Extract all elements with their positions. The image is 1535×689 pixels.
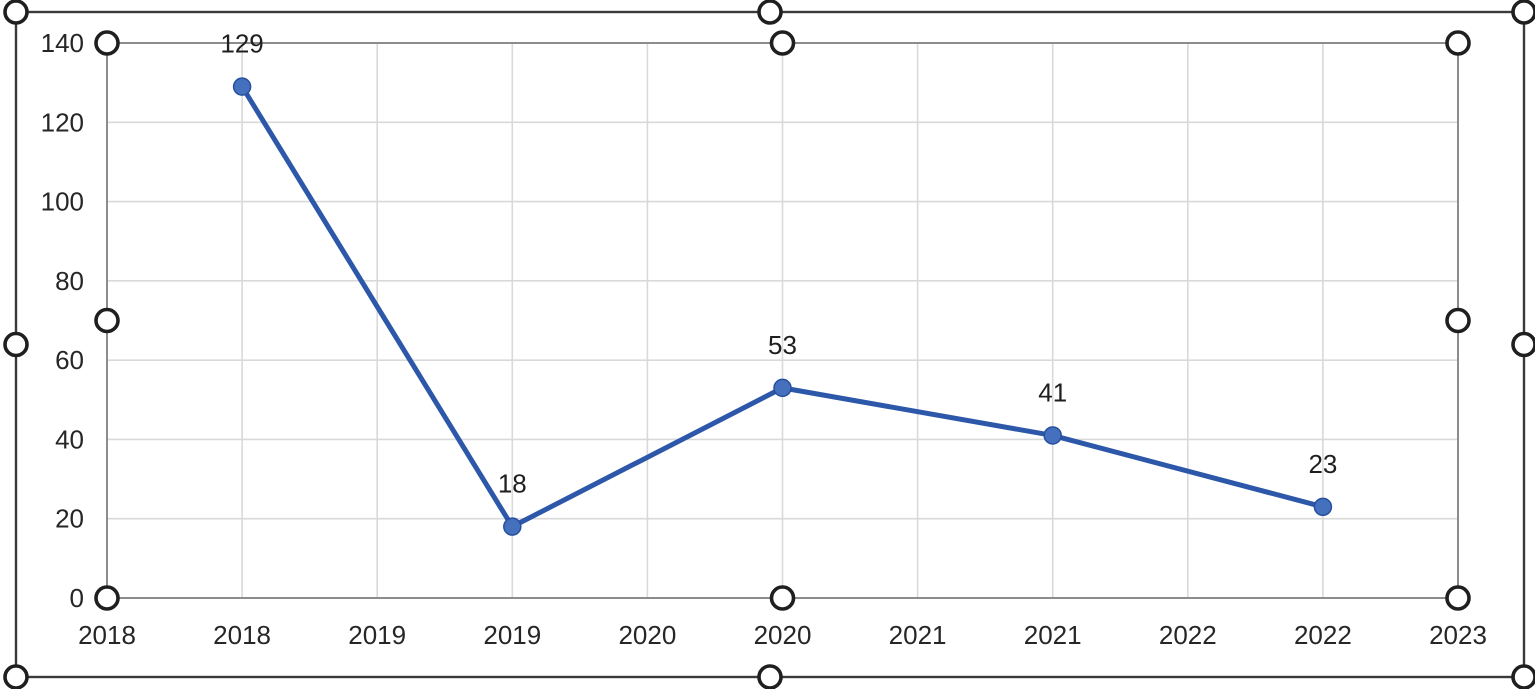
chart-area-resize-handle-middle-right[interactable] (1511, 331, 1535, 358)
chart-area-resize-handle-top-right[interactable] (1511, 0, 1535, 25)
y-tick-label: 60 (55, 345, 84, 375)
data-label: 41 (1038, 377, 1067, 407)
plot-area-resize-handle-top-left[interactable] (94, 30, 120, 56)
data-point-marker[interactable] (503, 517, 522, 536)
plot-area-resize-handle-bottom-right[interactable] (1445, 585, 1471, 611)
plot-area-resize-handle-top-right[interactable] (1445, 30, 1471, 56)
chart-area-resize-handle-bottom-right[interactable] (1511, 664, 1535, 689)
x-tick-label: 2022 (1159, 620, 1217, 650)
chart-area-resize-handle-top-center[interactable] (757, 0, 783, 25)
chart-area-resize-handle-top-left[interactable] (3, 0, 29, 25)
plot-area-resize-handle-middle-left[interactable] (94, 307, 120, 334)
y-tick-label: 140 (41, 28, 84, 58)
x-tick-label: 2022 (1294, 620, 1352, 650)
data-point-marker[interactable] (232, 77, 252, 96)
x-tick-label: 2018 (78, 620, 136, 650)
y-tick-label: 120 (41, 107, 84, 137)
plot-area-resize-handle-bottom-left[interactable] (94, 585, 120, 611)
x-tick-label: 2018 (213, 620, 271, 650)
plot-area-resize-handle-middle-right[interactable] (1445, 307, 1471, 334)
x-tick-label: 2021 (889, 620, 947, 650)
y-tick-label: 20 (55, 504, 84, 534)
y-tick-label: 80 (55, 266, 84, 296)
x-tick-label: 2020 (754, 620, 812, 650)
data-point-marker[interactable] (1043, 426, 1062, 445)
chart-area-resize-handle-bottom-left[interactable] (3, 664, 29, 689)
chart-area-resize-handle-bottom-center[interactable] (757, 664, 783, 689)
chart-area-resize-handle-middle-left[interactable] (3, 331, 29, 358)
data-label: 53 (768, 330, 797, 360)
x-tick-label: 2021 (1024, 620, 1082, 650)
data-label: 23 (1308, 449, 1337, 479)
y-tick-label: 100 (41, 187, 84, 217)
data-label: 129 (220, 29, 263, 59)
data-label: 18 (498, 469, 527, 499)
y-tick-label: 40 (55, 424, 84, 454)
y-tick-label: 0 (70, 583, 84, 613)
x-tick-label: 2023 (1429, 620, 1487, 650)
data-point-marker[interactable] (773, 378, 792, 398)
plot-area-resize-handle-top-center[interactable] (769, 30, 796, 56)
x-tick-label: 2019 (348, 620, 406, 650)
plot-area-resize-handle-bottom-center[interactable] (769, 585, 796, 611)
x-tick-label: 2019 (483, 620, 541, 650)
data-point-marker[interactable] (1313, 497, 1333, 517)
x-tick-label: 2020 (618, 620, 676, 650)
